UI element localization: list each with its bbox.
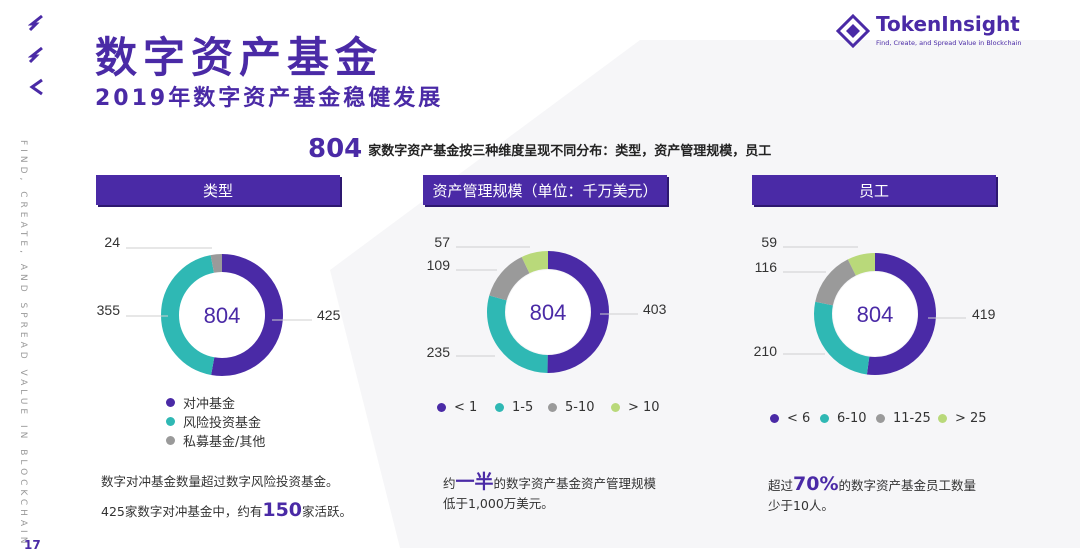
side-slogan-text: FIND, CREATE, AND SPREAD VALUE IN BLOCKC…	[18, 140, 28, 548]
legend-swatch	[548, 403, 557, 412]
legend-item: < 6	[770, 411, 810, 426]
aum-note-line1: 约一半的数字资产基金资产管理规模	[443, 472, 703, 494]
chevron-icon	[27, 46, 46, 64]
donut-slice	[521, 251, 549, 274]
legend-swatch	[611, 403, 620, 412]
legend-swatch	[820, 414, 829, 423]
staff-note: 超过70%的数字资产基金员工数量 少于10人。	[768, 474, 1028, 516]
legend-label: 11-25	[893, 411, 931, 426]
data-label: 116	[755, 259, 778, 275]
donut-center-label: 804	[857, 302, 894, 327]
data-label: 425	[317, 307, 341, 323]
note-text: 的数字资产基金员工数量	[838, 478, 977, 493]
legend-item: 对冲基金	[166, 393, 235, 412]
staff-note-line1: 超过70%的数字资产基金员工数量	[768, 474, 1028, 496]
type-note-line2: 425家数字对冲基金中，约有150家活跃。	[101, 500, 381, 522]
legend-swatch	[437, 403, 446, 412]
donut-slice	[866, 253, 936, 375]
legend-label: 风险投资基金	[183, 416, 262, 431]
donut-hole	[833, 272, 917, 356]
legend-label: < 1	[454, 400, 478, 415]
staff-section-header: 员工	[752, 175, 996, 205]
page-title: 数字资产基金	[95, 33, 384, 82]
side-slogan: FIND, CREATE, AND SPREAD VALUE IN BLOCKC…	[18, 140, 48, 547]
donut-slice	[210, 254, 223, 273]
legend-label: > 10	[628, 400, 660, 415]
donut-center-label: 804	[204, 303, 241, 328]
legend-label: > 25	[955, 411, 987, 426]
headline-number: 804	[308, 134, 363, 164]
note-highlight: 150	[262, 499, 303, 521]
donut-center-label: 804	[530, 300, 567, 325]
donut-hole	[506, 270, 590, 354]
note-text: 约	[443, 476, 456, 491]
headline: 804 家数字资产基金按三种维度呈现不同分布：类型，资产管理规模，员工	[308, 134, 771, 164]
legend-item: 私募基金/其他	[166, 431, 265, 450]
donut-slice	[847, 253, 876, 276]
note-text: 425家数字对冲基金中，约有	[101, 504, 263, 519]
legend-item: 5-10	[548, 400, 595, 415]
legend-label: 私募基金/其他	[183, 435, 266, 450]
chevron-icon	[27, 14, 46, 32]
data-label: 403	[643, 301, 667, 317]
legend-swatch	[166, 398, 175, 407]
legend-label: 1-5	[512, 400, 534, 415]
data-label: 235	[427, 344, 451, 360]
legend-label: 5-10	[565, 400, 595, 415]
legend-item: 6-10	[820, 411, 867, 426]
headline-text: 家数字资产基金按三种维度呈现不同分布：类型，资产管理规模，员工	[368, 143, 772, 159]
legend-swatch	[876, 414, 885, 423]
donut-slice	[814, 301, 870, 375]
note-highlight: 一半	[455, 471, 494, 493]
legend-item: > 25	[938, 411, 987, 426]
legend-item: 1-5	[495, 400, 533, 415]
type-note: 数字对冲基金数量超过数字风险投资基金。 425家数字对冲基金中，约有150家活跃…	[101, 472, 381, 522]
donut-slice	[489, 256, 530, 301]
type-section-header: 类型	[96, 175, 340, 205]
staff-note-line2: 少于10人。	[768, 498, 834, 513]
legend-item: > 10	[611, 400, 660, 415]
note-text: 家活跃。	[302, 504, 353, 519]
token-insight-diamond-icon	[836, 14, 870, 48]
legend-label: < 6	[787, 411, 811, 426]
donut-slice	[815, 259, 857, 306]
chevron-back-icon	[28, 78, 46, 96]
donut-slice	[161, 255, 215, 376]
data-label: 57	[434, 234, 450, 250]
data-label: 210	[754, 343, 778, 359]
page-subtitle: 2019年数字资产基金稳健发展	[95, 86, 444, 111]
data-label: 419	[972, 306, 996, 322]
note-text: 超过	[768, 478, 794, 493]
legend-swatch	[166, 417, 175, 426]
type-note-line1: 数字对冲基金数量超过数字风险投资基金。	[101, 474, 339, 489]
legend-item: < 1	[437, 400, 477, 415]
data-label: 59	[761, 234, 777, 250]
aum-note: 约一半的数字资产基金资产管理规模 低于1,000万美元。	[443, 472, 703, 514]
legend-item: 风险投资基金	[166, 412, 261, 431]
legend-swatch	[166, 436, 175, 445]
aum-note-line2: 低于1,000万美元。	[443, 496, 554, 511]
note-text: 的数字资产基金资产管理规模	[493, 476, 657, 491]
legend-swatch	[770, 414, 779, 423]
legend-label: 对冲基金	[183, 397, 236, 412]
donut-slice	[547, 251, 610, 373]
legend-swatch	[495, 403, 504, 412]
data-label: 355	[97, 302, 121, 318]
donut-slice	[487, 295, 549, 373]
legend-swatch	[938, 414, 947, 423]
aum-section-header: 资产管理规模（单位：千万美元）	[423, 175, 667, 205]
logo-name: TokenInsight	[876, 12, 1020, 36]
logo: TokenInsight Find, Create, and Spread Va…	[836, 12, 1036, 52]
note-highlight: 70%	[793, 473, 839, 495]
logo-tagline: Find, Create, and Spread Value in Blockc…	[876, 39, 1022, 47]
legend-item: 11-25	[876, 411, 931, 426]
data-label: 24	[104, 234, 120, 250]
donut-hole	[180, 273, 264, 357]
data-label: 109	[427, 257, 451, 273]
legend-label: 6-10	[837, 411, 867, 426]
